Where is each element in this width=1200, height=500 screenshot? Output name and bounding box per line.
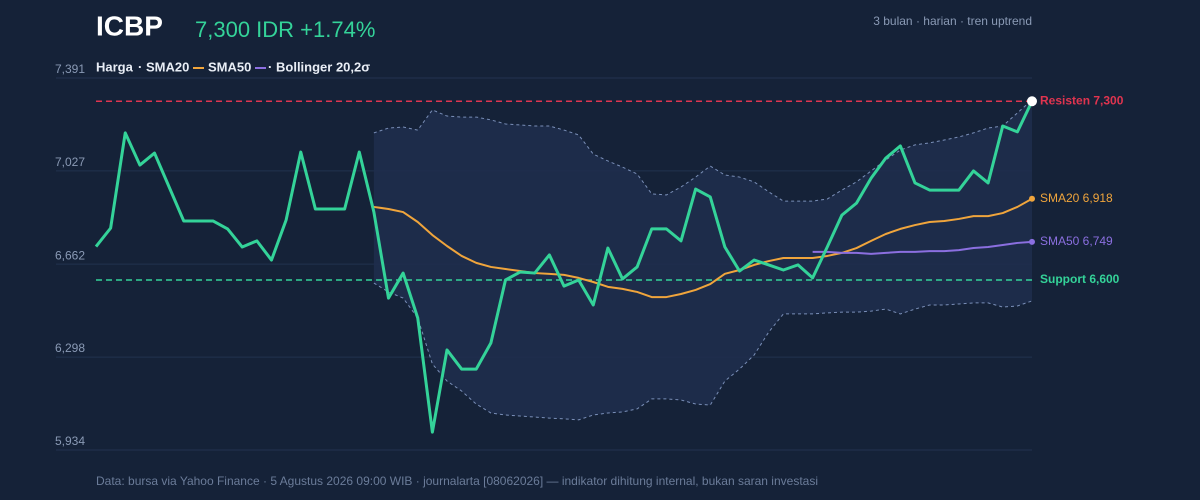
end-label: SMA20 6,918 xyxy=(1040,191,1113,205)
series-line xyxy=(812,240,1033,255)
legend-label: SMA20 xyxy=(146,59,189,74)
series-line xyxy=(373,197,1033,299)
legend-separator: · xyxy=(138,59,142,74)
series-line xyxy=(94,100,1034,434)
bollinger-upper xyxy=(373,99,1033,202)
legend-label: SMA50 xyxy=(208,59,251,74)
reference-label: Resisten 7,300 xyxy=(1040,93,1124,107)
legend-separator: · xyxy=(268,59,272,74)
footer: Data: bursa via Yahoo Finance · 5 Agustu… xyxy=(96,474,818,488)
chart-subtitle: 7,300 IDR +1.74% xyxy=(195,17,375,42)
legend-label: Bollinger 20,2σ xyxy=(276,59,370,74)
chart-title: ICBP xyxy=(96,10,163,41)
bollinger-lower xyxy=(373,282,1033,421)
bollinger-area xyxy=(373,99,1032,420)
y-tick-label: 7,391 xyxy=(55,62,85,76)
end-label: SMA50 6,749 xyxy=(1040,234,1113,248)
y-tick-label: 6,662 xyxy=(55,248,85,262)
y-tick-label: 5,934 xyxy=(55,434,85,448)
y-tick-label: 7,027 xyxy=(55,155,85,169)
reference-label: Support 6,600 xyxy=(1040,272,1120,286)
legend-label: Harga xyxy=(96,59,134,74)
y-tick-label: 6,298 xyxy=(55,341,85,355)
legend: Harga · SMA20 SMA50 · Bollinger 20,2σ xyxy=(96,59,370,74)
chart-note: 3 bulan · harian · tren uptrend xyxy=(873,14,1032,28)
end-point xyxy=(1029,195,1035,202)
end-point xyxy=(1027,96,1037,107)
end-point xyxy=(1029,238,1035,245)
